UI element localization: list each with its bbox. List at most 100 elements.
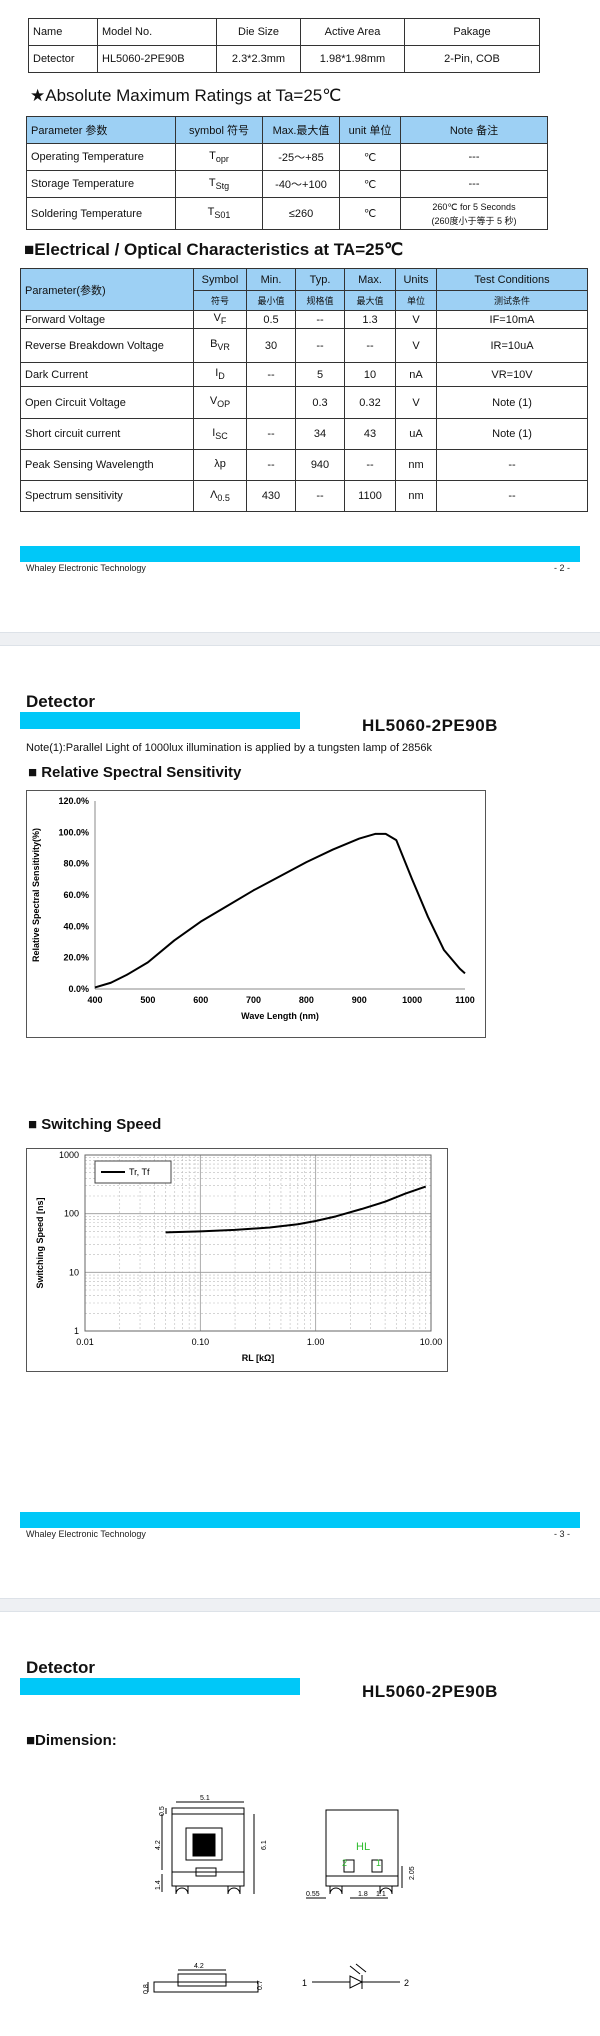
elec-header-param: Parameter(参数) [20, 268, 194, 311]
elec-cell-typ: 940 [295, 449, 345, 481]
x-axis-label: RL [kΩ] [242, 1353, 275, 1363]
elec-cell-conditions: IF=10mA [436, 310, 588, 329]
summary-header-die: Die Size [216, 18, 301, 46]
y-tick-label: 100.0% [58, 827, 89, 837]
elec-cell-conditions: VR=10V [436, 362, 588, 387]
elec-cell-max: 1100 [344, 480, 396, 512]
elec-cell-symbol: ISC [193, 418, 247, 450]
symbol-main: V [209, 395, 218, 408]
symbol-sub: D [218, 371, 225, 382]
symbol-main: λp [214, 457, 226, 470]
title-bar [20, 1678, 300, 1695]
legend-label: Tr, Tf [129, 1167, 150, 1177]
elec-cell-param: Open Circuit Voltage [20, 386, 194, 419]
elec-header-typ: Typ. [295, 268, 345, 291]
elec-row: Short circuit current ISC -- 34 43 uA No… [20, 418, 588, 450]
x-tick-label: 0.10 [192, 1337, 210, 1347]
section-title: ■ Switching Speed [28, 1116, 162, 1133]
abs-cell-symbol: TS01 [175, 197, 263, 230]
symbol-main: B [210, 338, 218, 351]
abs-cell-param: Operating Temperature [26, 143, 176, 171]
x-tick-label: 800 [299, 995, 314, 1005]
elec-cell-typ: 34 [295, 418, 345, 450]
elec-cell-typ: 5 [295, 362, 345, 387]
symbol-terminal-2: 2 [404, 1978, 409, 1988]
abs-cell-unit: ℃ [339, 143, 401, 171]
abs-max-title: ★Absolute Maximum Ratings at Ta=25℃ [30, 86, 342, 105]
legend-box [94, 1160, 172, 1184]
elec-cell-min: -- [246, 418, 296, 450]
abs-cell-param: Storage Temperature [26, 170, 176, 198]
summary-header-package: Pakage [404, 18, 540, 46]
x-tick-label: 700 [246, 995, 261, 1005]
abs-header-note: Note 备注 [400, 116, 548, 144]
x-tick-label: 1000 [402, 995, 422, 1005]
elec-cell-param: Forward Voltage [20, 310, 194, 329]
symbol-main: T [209, 149, 216, 162]
page-separator [0, 1598, 600, 1612]
elec-cell-typ: 0.3 [295, 386, 345, 419]
elec-cell-min [246, 386, 296, 419]
abs-cell-max: -40～+100 [262, 170, 340, 198]
dim-top-height: 0.5 [159, 1806, 166, 1816]
elec-cell-max: -- [344, 328, 396, 363]
elec-cell-symbol: BVR [193, 328, 247, 363]
switching-chart: 0.01 0.10 1.00 10.00 1 10 100 1000 RL [kΩ] Switch… [35, 1150, 442, 1363]
x-tick-label: 1100 [455, 995, 475, 1005]
elec-cell-typ: -- [295, 310, 345, 329]
symbol-sub: 0.5 [217, 493, 230, 504]
abs-cell-unit: ℃ [339, 197, 401, 230]
y-tick-label: 0.0% [68, 984, 89, 994]
page-number: - 3 - [554, 1529, 571, 1539]
title-bar [20, 712, 300, 729]
diode-symbol [312, 1963, 400, 1989]
abs-cell-note: --- [400, 143, 548, 171]
dim-pin-2: 2 [342, 1858, 347, 1868]
footer-bar [20, 1512, 580, 1528]
elec-header-cn-min: 最小值 [246, 290, 296, 311]
elec-cell-min: -- [246, 362, 296, 387]
elec-header-cn-max: 最大值 [344, 290, 396, 311]
symbol-main: T [208, 176, 216, 189]
abs-row: Storage Temperature TStg -40～+100 ℃ --- [26, 170, 548, 198]
dim-bottom-h: 0.8 [143, 1984, 150, 1994]
dim-055: 0.55 [306, 1891, 320, 1898]
spectral-chart: 0.0% 20.0% 40.0% 60.0% 80.0% 100.0% 120.0% 400 5… [31, 796, 475, 1021]
symbol-main: I [212, 426, 216, 439]
y-tick-label: 40.0% [63, 921, 89, 931]
plot-area [84, 1154, 432, 1332]
abs-row: Operating Temperature Topr -25～+85 ℃ --- [26, 143, 548, 171]
x-axis-label: Wave Length (nm) [241, 1011, 319, 1021]
symbol-sub: VR [217, 342, 230, 353]
y-axis-label: Switching Speed [ns] [35, 1197, 45, 1288]
elec-cell-param: Reverse Breakdown Voltage [20, 328, 194, 363]
elec-row: Peak Sensing Wavelength λp -- 940 -- nm … [20, 449, 588, 481]
footer-company: Whaley Electronic Technology [26, 563, 146, 573]
elec-header-cn-units: 单位 [395, 290, 437, 311]
elec-cell-symbol: Λ0.5 [193, 480, 247, 512]
elec-cell-param: Dark Current [20, 362, 194, 387]
dim-right-h: 2.05 [409, 1866, 416, 1880]
model-number: HL5060-2PE90B [362, 1682, 498, 1701]
dim-bottom-r: 0.7 [257, 1980, 264, 1990]
abs-header-unit: unit 单位 [339, 116, 401, 144]
bottom-view [147, 1969, 259, 1993]
page-number: - 2 - [554, 563, 571, 573]
summary-header-model: Model No. [97, 18, 217, 46]
elec-cell-units: V [395, 328, 437, 363]
elec-cell-min: 0.5 [246, 310, 296, 329]
elec-cell-units: nm [395, 449, 437, 481]
abs-cell-symbol: TStg [175, 170, 263, 198]
summary-cell-model: HL5060-2PE90B [97, 45, 217, 73]
summary-table: Name Model No. Die Size Active Area Paka… [28, 18, 540, 73]
abs-cell-param: Soldering Temperature [26, 197, 176, 230]
elec-cell-conditions: IR=10uA [436, 328, 588, 363]
symbol-sub: opr [215, 154, 229, 165]
y-tick-label: 1000 [59, 1150, 79, 1160]
dim-side-left: 4.2 [155, 1840, 162, 1850]
y-tick-label: 100 [64, 1209, 79, 1219]
elec-cell-symbol: ID [193, 362, 247, 387]
page-title: Detector [26, 1658, 95, 1677]
elec-cell-units: V [395, 386, 437, 419]
abs-cell-note: --- [400, 170, 548, 198]
